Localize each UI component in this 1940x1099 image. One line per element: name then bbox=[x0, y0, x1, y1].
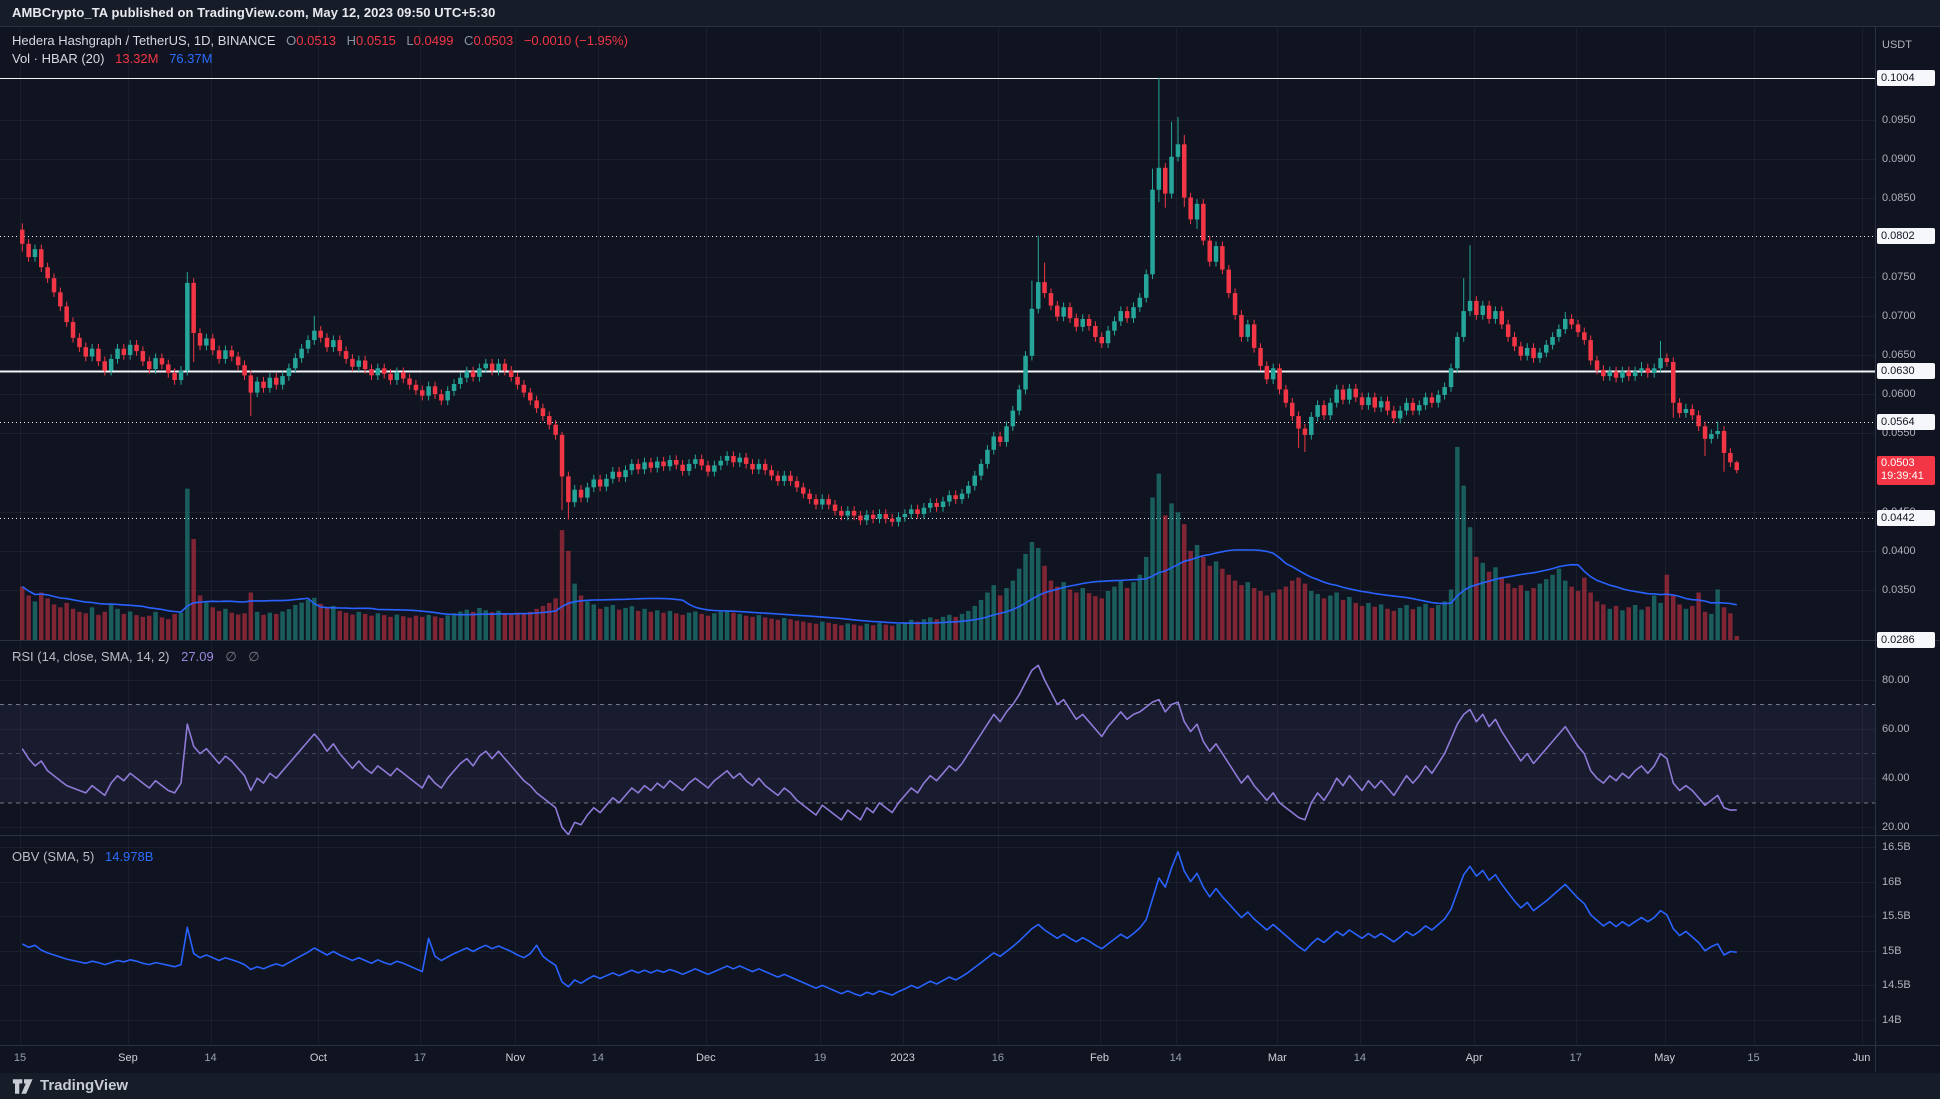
candles-layer bbox=[20, 77, 1739, 527]
brand-name: TradingView bbox=[40, 1077, 129, 1094]
rsi-axis-label: 60.00 bbox=[1882, 723, 1910, 736]
rsi-label[interactable]: RSI (14, close, SMA, 14, 2) bbox=[12, 649, 170, 664]
obv-legend: OBV (SMA, 5) 14.978B bbox=[12, 849, 153, 864]
time-axis-label: 15 bbox=[1747, 1052, 1760, 1064]
price-axis-label: 0.0350 bbox=[1882, 583, 1916, 596]
time-axis-label: 2023 bbox=[890, 1052, 915, 1064]
tradingview-logo[interactable] bbox=[12, 1078, 36, 1095]
time-axis-label: Mar bbox=[1267, 1052, 1287, 1064]
obv-value: 14.978B bbox=[104, 849, 154, 864]
change-value: −0.0010 (−1.95%) bbox=[523, 33, 628, 48]
rsi-legend: RSI (14, close, SMA, 14, 2) 27.09 ∅ ∅ bbox=[12, 649, 260, 665]
rsi-value: 27.09 bbox=[181, 649, 214, 664]
price-axis-label: 0.0700 bbox=[1882, 309, 1916, 322]
rsi-band bbox=[0, 704, 1875, 803]
time-axis-label: 17 bbox=[413, 1052, 427, 1064]
time-axis-label: 14 bbox=[204, 1052, 217, 1064]
price-axis-label: 0.0950 bbox=[1882, 114, 1916, 126]
volume-current-value: 13.32M bbox=[115, 51, 159, 66]
rsi-line bbox=[21, 664, 1737, 836]
price-level-badge: 0.0630 bbox=[1877, 362, 1935, 379]
close-label: C bbox=[464, 33, 474, 48]
price-level-badge: 0.1004 bbox=[1877, 69, 1935, 86]
obv-label[interactable]: OBV (SMA, 5) bbox=[12, 849, 95, 864]
attribution-text: AMBCrypto_TA published on TradingView.co… bbox=[12, 5, 496, 20]
rsi-axis-label: 20.00 bbox=[1882, 821, 1910, 834]
time-axis-label: 19 bbox=[813, 1052, 827, 1064]
volume-layer bbox=[20, 447, 1739, 640]
price-axis-label: 0.0650 bbox=[1882, 348, 1916, 361]
time-axis-label: May bbox=[1654, 1052, 1676, 1064]
obv-axis-label: 16.5B bbox=[1882, 841, 1911, 853]
volume-legend: Vol · HBAR (20) 13.32M 76.37M bbox=[12, 51, 212, 66]
price-axis-label: 0.0600 bbox=[1882, 388, 1916, 401]
last-price-badge: 0.0503 19:39:41 bbox=[1877, 456, 1935, 486]
price-axis-label: 0.0900 bbox=[1882, 153, 1916, 166]
high-value: 0.0515 bbox=[356, 33, 396, 48]
price-level-badge: 0.0286 bbox=[1877, 632, 1935, 649]
obv-axis-label: 14B bbox=[1882, 1014, 1902, 1026]
time-axis-label: Jun bbox=[1852, 1052, 1871, 1064]
open-value: 0.0513 bbox=[296, 33, 337, 48]
time-axis-label: Apr bbox=[1465, 1052, 1483, 1064]
time-axis-label: Sep bbox=[118, 1052, 138, 1064]
attribution-bar: AMBCrypto_TA published on TradingView.co… bbox=[0, 0, 1940, 26]
rsi-axis-label: 40.00 bbox=[1882, 772, 1910, 785]
time-axis-label: 17 bbox=[1569, 1052, 1582, 1064]
obv-axis-label: 15B bbox=[1882, 944, 1902, 957]
obv-line bbox=[21, 850, 1737, 997]
low-value: 0.0499 bbox=[413, 33, 454, 48]
time-axis-label: 14 bbox=[1353, 1052, 1366, 1064]
price-axis-label: 0.0850 bbox=[1882, 192, 1916, 205]
footer-bar: TradingView bbox=[0, 1073, 1940, 1099]
chart-background bbox=[0, 26, 1940, 1074]
price-level-badge: 0.0442 bbox=[1877, 509, 1935, 526]
symbol-title[interactable]: Hedera Hashgraph / TetherUS, 1D, BINANCE bbox=[12, 33, 276, 48]
open-label: O bbox=[286, 33, 297, 48]
price-axis-label: 0.0400 bbox=[1882, 544, 1916, 557]
symbol-legend: Hedera Hashgraph / TetherUS, 1D, BINANCE… bbox=[12, 33, 628, 48]
time-axis-label: Feb bbox=[1090, 1052, 1109, 1064]
price-axis-label: 0.0550 bbox=[1882, 427, 1916, 440]
rsi-axis-label: 80.00 bbox=[1882, 674, 1910, 686]
close-value: 0.0503 bbox=[473, 33, 514, 48]
high-label: H bbox=[346, 33, 357, 48]
price-level-badge: 0.0564 bbox=[1877, 414, 1935, 431]
time-axis-label: 14 bbox=[591, 1052, 604, 1064]
currency-label: USDT bbox=[1882, 39, 1912, 51]
price-level-badge: 0.0802 bbox=[1877, 227, 1935, 244]
low-label: L bbox=[406, 33, 414, 48]
time-axis-label: Nov bbox=[505, 1052, 526, 1064]
obv-axis-label: 14.5B bbox=[1882, 979, 1911, 992]
rsi-hidden-ma1: ∅ bbox=[225, 649, 237, 664]
obv-axis-label: 15.5B bbox=[1882, 910, 1911, 923]
obv-axis-label: 16B bbox=[1882, 875, 1902, 888]
price-axis-label: 0.0750 bbox=[1882, 270, 1916, 283]
rsi-hidden-ma2: ∅ bbox=[248, 649, 260, 664]
volume-ma-line bbox=[21, 549, 1737, 625]
time-axis-label: 14 bbox=[1169, 1052, 1182, 1064]
volume-ma-value: 76.37M bbox=[169, 51, 213, 66]
time-axis-label: 15 bbox=[13, 1052, 27, 1064]
volume-label[interactable]: Vol · HBAR (20) bbox=[12, 51, 105, 66]
time-axis-label: Dec bbox=[696, 1052, 716, 1064]
time-axis-label: Oct bbox=[309, 1052, 327, 1064]
time-axis-label: 16 bbox=[991, 1052, 1005, 1064]
